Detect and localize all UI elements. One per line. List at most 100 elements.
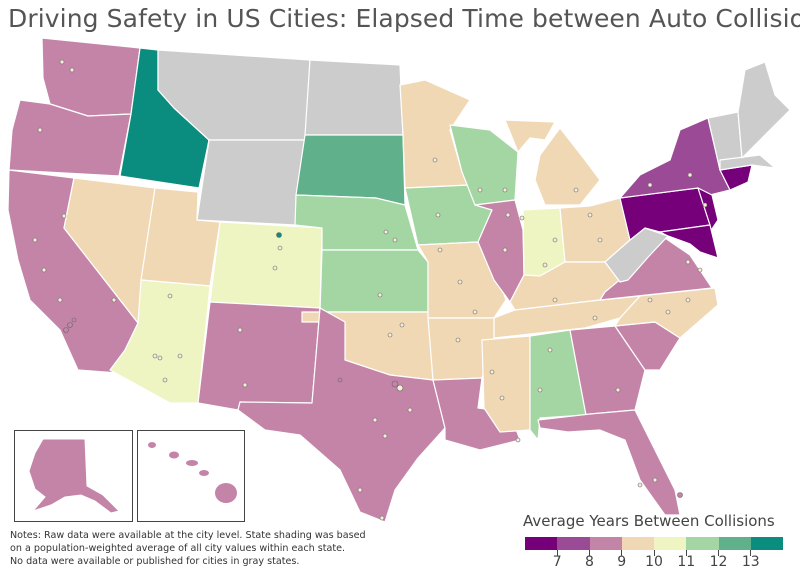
city-dot — [515, 437, 521, 443]
city-dot — [455, 337, 461, 343]
city-dot — [552, 237, 558, 243]
city-dot — [502, 247, 508, 253]
city-dot — [69, 67, 75, 73]
state-massachusetts — [719, 154, 776, 171]
city-dot — [37, 127, 43, 133]
states-layer — [7, 37, 791, 523]
city-dot — [377, 292, 383, 298]
hawaii-shape — [148, 442, 237, 503]
state-florida — [537, 409, 681, 516]
alaska-shape — [28, 438, 120, 514]
city-dot — [277, 245, 283, 251]
legend-swatch — [654, 537, 687, 550]
legend-ticks — [525, 550, 783, 558]
city-dot — [57, 297, 63, 303]
city-dot — [392, 237, 398, 243]
city-dot — [383, 229, 389, 235]
state-arizona — [109, 279, 211, 404]
legend-label: 9 — [617, 554, 627, 570]
city-dot — [677, 492, 683, 498]
city-dot — [396, 384, 404, 392]
notes-line-2: on a population-weighted average of all … — [10, 543, 346, 554]
legend-swatch — [525, 537, 558, 550]
city-dot — [71, 317, 77, 323]
legend-swatch — [718, 537, 751, 550]
city-dot — [382, 433, 388, 439]
city-dot — [472, 309, 478, 315]
city-dot — [697, 267, 703, 273]
city-dot — [432, 157, 438, 163]
legend-labels: 7 8 9 10 11 12 13 — [525, 554, 783, 572]
city-dot — [337, 377, 343, 383]
city-dot — [702, 202, 708, 208]
city-dot — [61, 213, 67, 219]
legend-label: 8 — [585, 554, 594, 570]
city-dot — [391, 380, 399, 388]
city-dot — [162, 377, 168, 383]
city-dot — [399, 322, 405, 328]
city-dot — [242, 382, 248, 388]
city-dot — [59, 59, 65, 65]
state-south-dakota — [295, 134, 406, 206]
city-dot — [587, 212, 593, 218]
legend-tick — [750, 550, 752, 556]
state-mississippi — [481, 335, 531, 433]
legend-tick — [621, 550, 623, 556]
legend-tick — [685, 550, 687, 556]
city-dot — [597, 237, 603, 243]
city-dot — [592, 315, 598, 321]
city-dot — [379, 515, 385, 521]
city-dot — [237, 327, 243, 333]
state-michigan — [504, 119, 601, 206]
legend-swatch — [621, 537, 654, 550]
city-dot — [276, 232, 282, 238]
city-dot — [547, 347, 553, 353]
legend-label: 12 — [709, 554, 728, 570]
city-dot — [637, 482, 643, 488]
legend-tick — [589, 550, 590, 556]
legend-swatch — [589, 537, 622, 550]
state-alaska — [28, 438, 120, 514]
city-dot — [685, 259, 691, 265]
legend-swatch — [750, 537, 783, 550]
state-texas — [237, 307, 446, 523]
city-dot — [489, 369, 495, 375]
city-dot — [357, 487, 363, 493]
state-kansas — [319, 249, 429, 313]
legend-tick — [653, 550, 655, 556]
legend-tick — [718, 550, 719, 556]
city-dot — [167, 293, 173, 299]
map-title: Driving Safety in US Cities: Elapsed Tim… — [8, 4, 800, 33]
city-dot — [372, 417, 378, 423]
legend-label: 13 — [741, 554, 760, 570]
state-west-virginia — [604, 227, 669, 283]
city-dot — [552, 297, 558, 303]
city-dot — [177, 353, 183, 359]
cities-layer — [32, 59, 708, 521]
state-wyoming — [196, 139, 306, 226]
state-new-jersey — [697, 187, 719, 239]
city-dot — [67, 322, 73, 328]
city-dot — [41, 267, 47, 273]
city-dot — [437, 247, 443, 253]
city-dot — [665, 309, 671, 315]
city-dot — [652, 477, 658, 483]
legend-label: 11 — [677, 554, 696, 570]
city-dot — [685, 297, 691, 303]
notes-line-3: No data were available or published for … — [10, 556, 300, 567]
city-dot — [647, 182, 653, 188]
state-maryland-delaware — [659, 224, 719, 259]
city-dot — [157, 355, 163, 361]
legend-label: 7 — [552, 554, 562, 570]
city-dot — [457, 279, 463, 285]
city-dot — [272, 265, 278, 271]
legend-swatch — [557, 537, 590, 550]
notes: Notes: Raw data were available at the ci… — [10, 529, 390, 568]
legend-title: Average Years Between Collisions — [523, 512, 775, 530]
city-dot — [63, 327, 69, 333]
notes-line-1: Notes: Raw data were available at the ci… — [10, 530, 366, 541]
city-dot — [502, 187, 508, 193]
city-dot — [499, 395, 505, 401]
legend-colorbar — [525, 537, 783, 550]
